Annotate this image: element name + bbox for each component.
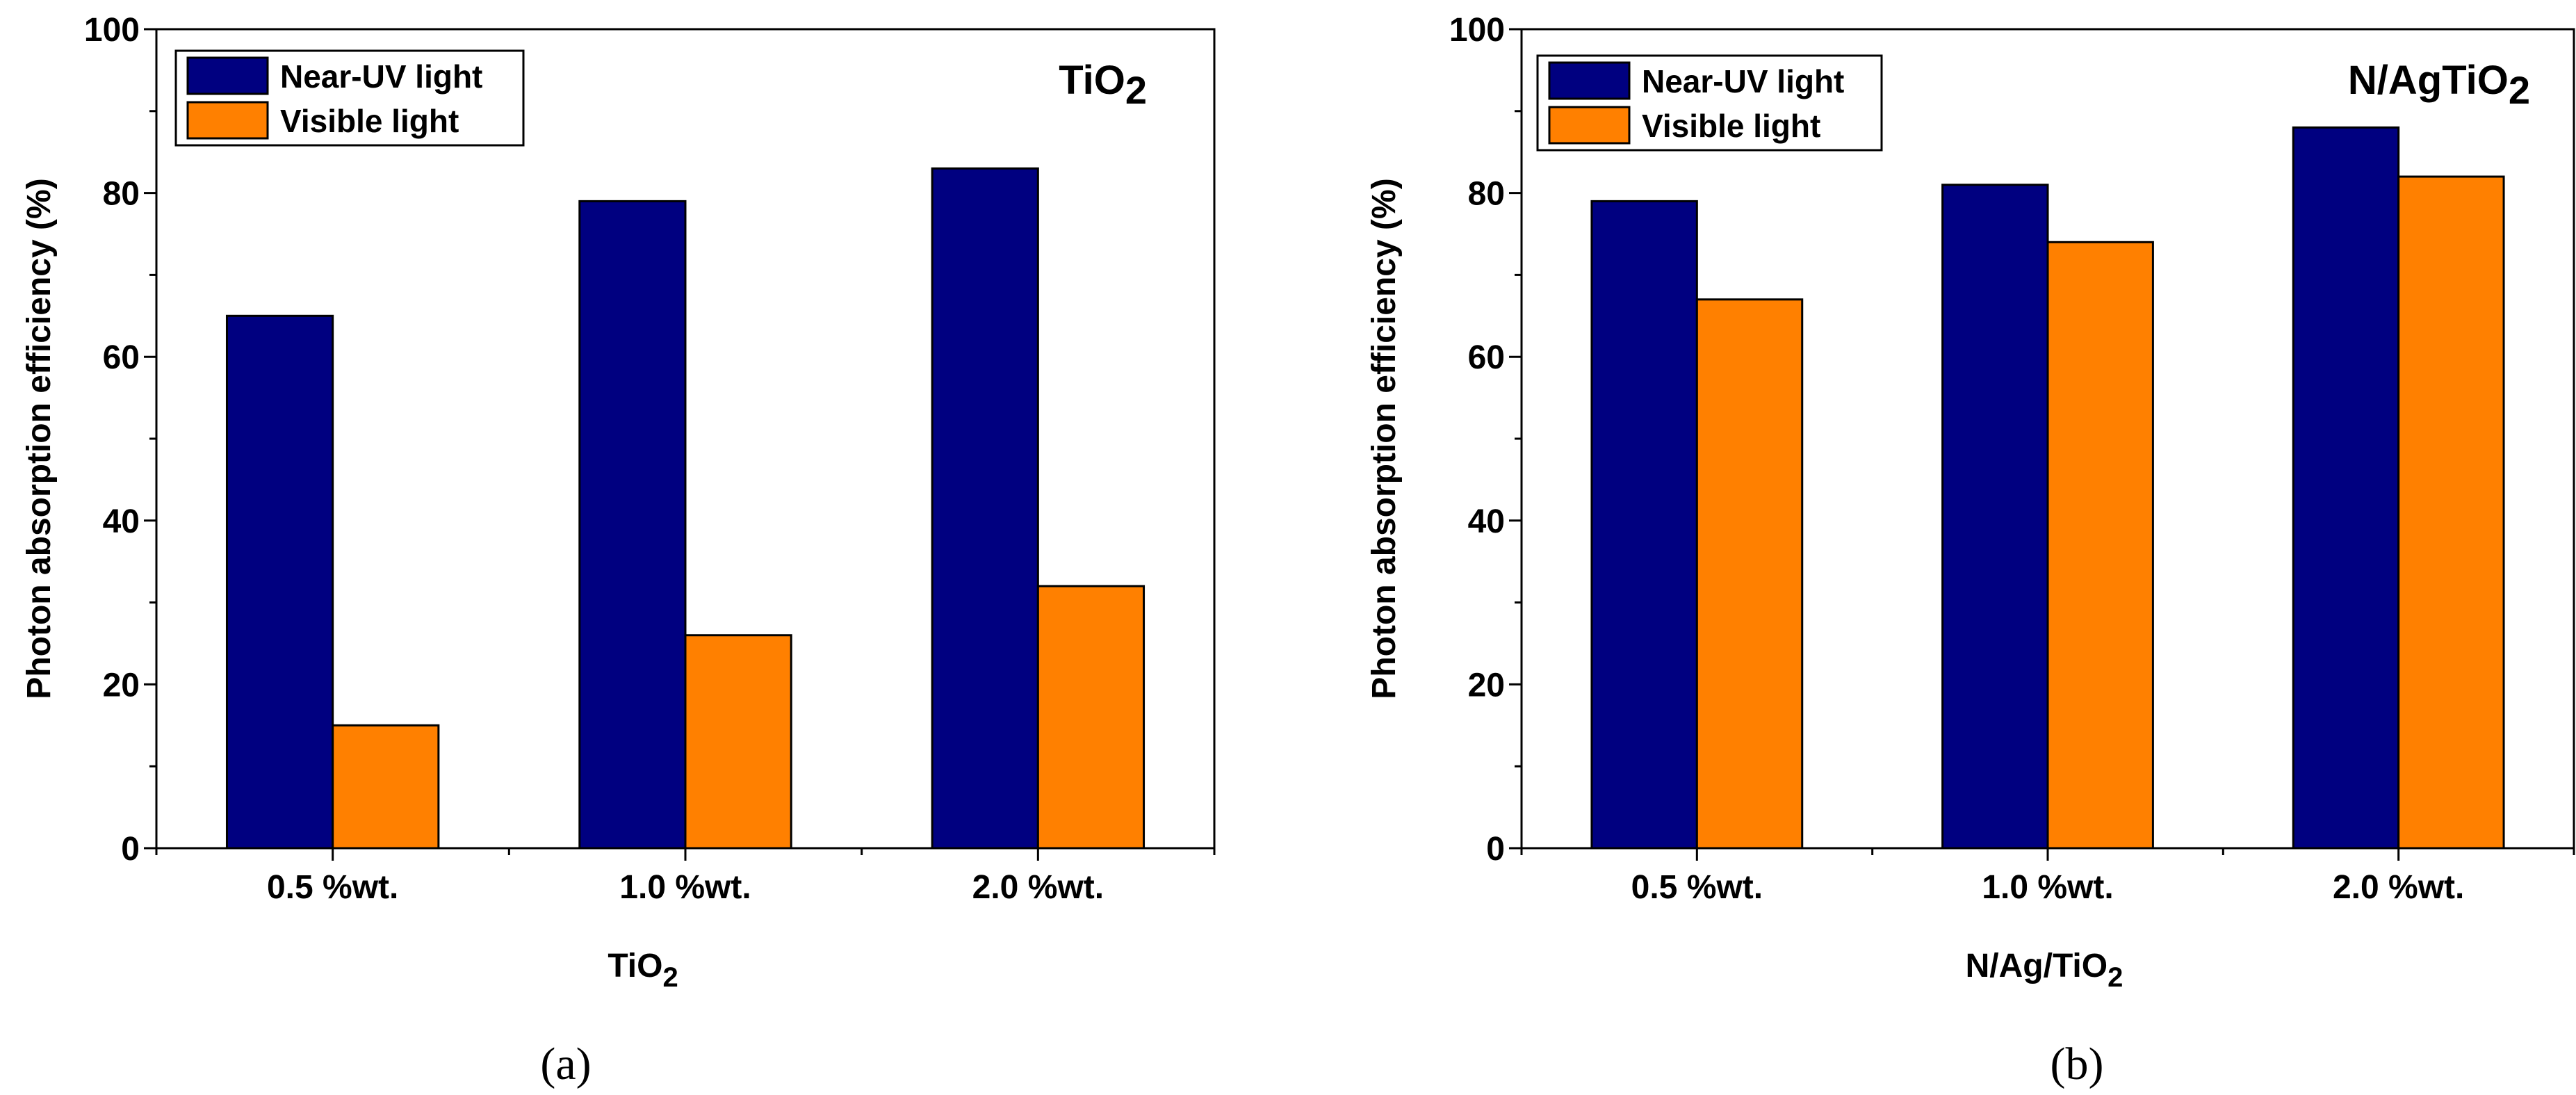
legend-swatch-near-uv	[186, 56, 269, 95]
bar-near-uv-2	[931, 167, 1039, 850]
panel-title: N/AgTiO2	[2348, 58, 2530, 112]
x-tick-label: 1.0 %wt.	[1982, 869, 2113, 906]
y-tick-label: 40	[103, 503, 140, 540]
bar-visible-2	[2397, 175, 2505, 850]
chart-panel-b: 0 20 40 60 80 100 0.5 %wt. 1.0 %wt. 2.0 %wt. Phot…	[1366, 12, 2575, 1089]
bar-near-uv-1	[1941, 184, 2049, 850]
panel-label: (b)	[2051, 1039, 2104, 1089]
panel-title-main: N/AgTiO	[2348, 58, 2509, 103]
y-tick-label: 20	[103, 667, 140, 704]
bar-visible-1	[2046, 241, 2154, 850]
legend: Near-UV light Visible light	[174, 49, 525, 147]
bar-near-uv-2	[2292, 126, 2400, 850]
y-tick-label: 20	[1468, 667, 1505, 704]
y-tick-label: 80	[1468, 176, 1505, 213]
x-axis-label: TiO2	[608, 948, 678, 993]
legend-label: Near-UV light	[280, 58, 482, 95]
bar-near-uv-0	[225, 314, 334, 850]
bar-near-uv-1	[578, 200, 687, 850]
bar-near-uv-0	[1590, 200, 1698, 850]
y-tick-label: 60	[103, 339, 140, 376]
y-tick-label: 60	[1468, 339, 1505, 376]
x-tick-label: 0.5 %wt.	[267, 869, 398, 906]
x-axis-label-main: N/Ag/TiO	[1966, 948, 2108, 984]
bar-visible-0	[1695, 298, 1804, 850]
chart-panel-a: 0 20 40 60 80 100 0.5 %wt. 1.0 %wt. 2.0 %wt. Phot…	[21, 12, 1216, 1089]
x-axis-label-main: TiO	[608, 948, 662, 984]
legend-swatch-visible	[186, 101, 269, 140]
x-axis-label-sub: 2	[662, 962, 678, 993]
x-tick-label: 2.0 %wt.	[972, 869, 1104, 906]
panel-title: TiO2	[1059, 58, 1147, 112]
y-tick-label: 40	[1468, 503, 1505, 540]
y-tick-label: 100	[84, 12, 140, 49]
x-tick-label: 1.0 %wt.	[619, 869, 751, 906]
legend-label: Near-UV light	[1642, 63, 1844, 99]
legend-swatch-visible	[1548, 106, 1631, 145]
panel-title-sub: 2	[1125, 68, 1147, 112]
x-axis-label-sub: 2	[2108, 962, 2123, 993]
y-axis-label: Photon absorption efficiency (%)	[1366, 178, 1403, 699]
legend-swatch-near-uv	[1548, 61, 1631, 100]
bar-visible-2	[1036, 585, 1146, 850]
panel-label: (a)	[540, 1039, 591, 1089]
x-tick-label: 2.0 %wt.	[2333, 869, 2464, 906]
y-axis-label: Photon absorption efficiency (%)	[21, 178, 58, 699]
legend-label: Visible light	[280, 103, 459, 139]
x-axis-label: N/Ag/TiO2	[1966, 948, 2123, 993]
panel-title-sub: 2	[2509, 68, 2530, 112]
bar-visible-1	[684, 634, 792, 850]
legend: Near-UV light Visible light	[1536, 54, 1883, 152]
panel-title-main: TiO	[1059, 58, 1125, 103]
y-tick-label: 0	[121, 831, 140, 868]
x-tick-label: 0.5 %wt.	[1631, 869, 1763, 906]
legend-label: Visible light	[1642, 108, 1820, 144]
y-tick-label: 80	[103, 176, 140, 213]
y-tick-label: 0	[1486, 831, 1505, 868]
y-tick-label: 100	[1449, 12, 1505, 49]
bar-visible-0	[332, 724, 440, 850]
